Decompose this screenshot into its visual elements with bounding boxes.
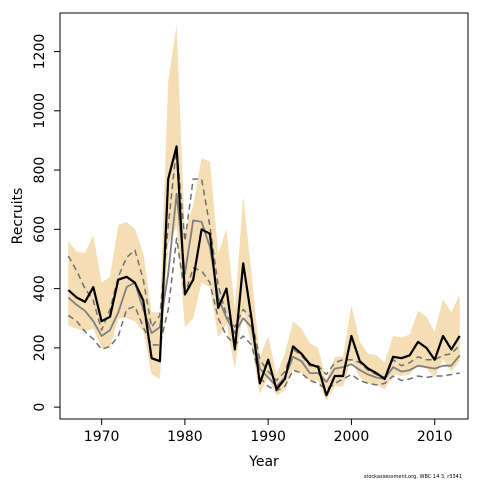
- y-tick-label-1200: 1200: [32, 34, 48, 70]
- y-axis: 0 200 400 600 800 1000 1200: [32, 34, 60, 412]
- series-lines-layer: [67, 145, 461, 397]
- main-estimate-line: [67, 145, 461, 397]
- confidence-band: [68, 24, 460, 402]
- plot-frame: [59, 12, 469, 420]
- x-tick-label-2000: 2000: [334, 429, 370, 445]
- y-axis-title: Recruits: [10, 188, 26, 245]
- lower-dashed-line: [67, 237, 460, 392]
- y-tick-label-0: 0: [32, 403, 48, 412]
- y-tick-label-200: 200: [32, 335, 48, 362]
- x-tick-label-1970: 1970: [84, 429, 120, 445]
- x-axis-title: Year: [248, 454, 279, 470]
- x-tick-label-2010: 2010: [417, 429, 453, 445]
- upper-dashed-line: [67, 145, 461, 382]
- y-tick-label-1000: 1000: [32, 93, 48, 129]
- x-tick-label-1980: 1980: [167, 429, 203, 445]
- x-axis: 1970 1980 1990 2000 2010: [84, 419, 453, 445]
- confidence-band-layer: [68, 24, 460, 402]
- x-tick-label-1990: 1990: [250, 429, 286, 445]
- y-tick-label-800: 800: [32, 157, 48, 184]
- y-tick-label-400: 400: [32, 275, 48, 302]
- footnote: stockassessment.org, WBC 14 3, r3341: [364, 474, 462, 480]
- y-tick-label-600: 600: [32, 216, 48, 243]
